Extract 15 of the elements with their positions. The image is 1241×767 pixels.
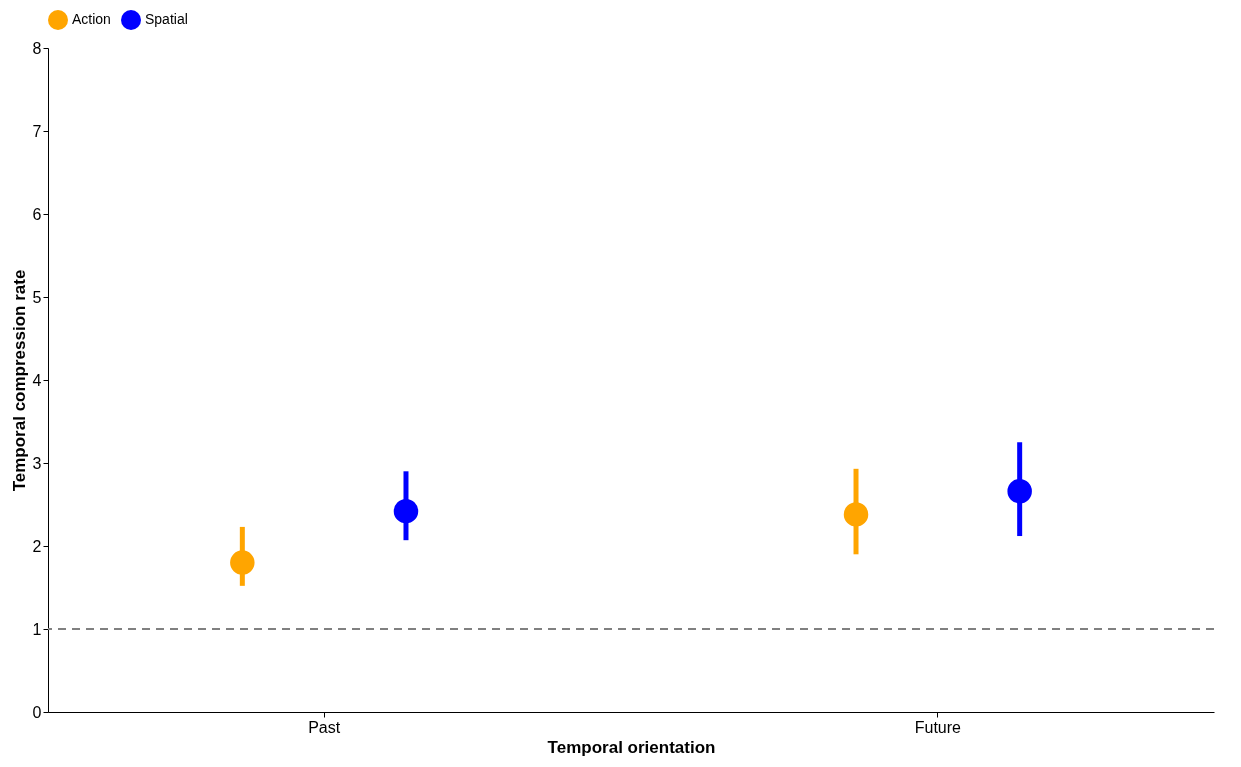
y-tick-label: 1 [32,620,42,638]
y-tick-label: 0 [32,703,42,721]
y-tick-label: 2 [32,537,42,555]
y-tick-label: 7 [32,122,42,140]
y-tick-label: 5 [32,288,42,306]
y-axis-title: Temporal compression rate [9,269,29,492]
legend-label: Spatial [145,11,188,27]
y-tick-label: 3 [32,454,42,472]
x-tick-label: Future [914,718,962,736]
legend-label: Action [72,11,111,27]
y-tick-label: 8 [32,39,42,57]
y-tick-label: 4 [32,371,42,389]
y-tick-label: 6 [32,205,42,223]
x-axis-title: Temporal orientation [547,737,716,757]
x-tick-label: Past [308,718,341,736]
